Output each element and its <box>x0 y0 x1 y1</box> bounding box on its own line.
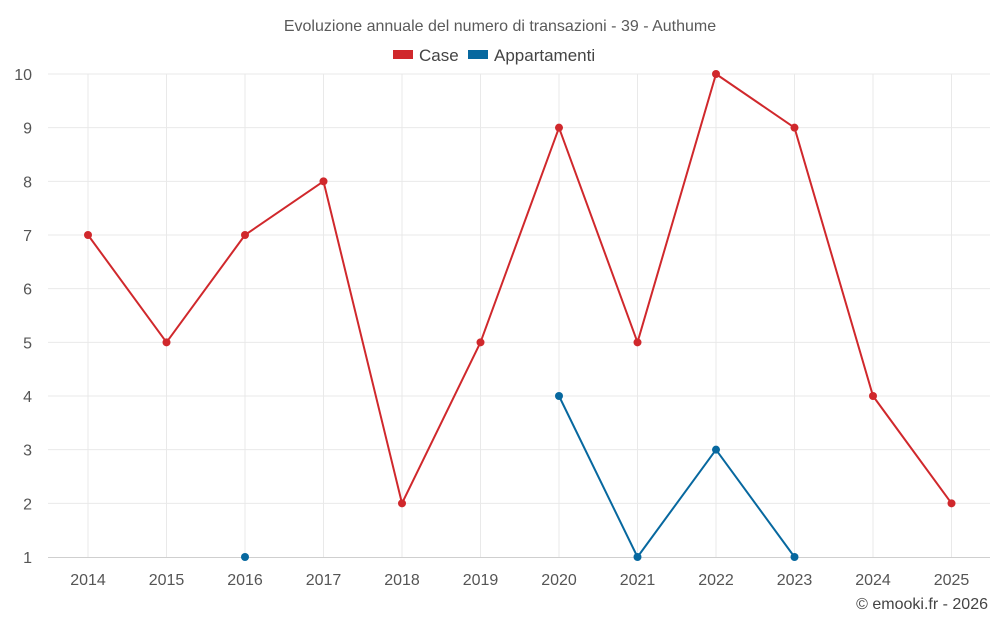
series-appartamenti <box>241 392 799 561</box>
y-tick-label-1: 1 <box>23 550 32 567</box>
y-tick-label-9: 9 <box>23 121 32 138</box>
point-case-2022[interactable] <box>712 70 720 78</box>
chart-title: Evoluzione annuale del numero di transaz… <box>284 18 716 35</box>
series-layer <box>84 70 956 561</box>
series-line-appartamenti-1 <box>558 395 796 558</box>
point-case-2015[interactable] <box>162 338 171 347</box>
x-tick-label-2019: 2019 <box>463 572 499 589</box>
series-case <box>84 70 956 508</box>
x-tick-label-2023: 2023 <box>777 572 813 589</box>
x-tick-label-2017: 2017 <box>306 572 342 589</box>
point-case-2023[interactable] <box>790 123 799 132</box>
point-appartamenti-2016[interactable] <box>241 553 249 561</box>
point-case-2017[interactable] <box>319 177 328 186</box>
x-tick-label-2016: 2016 <box>227 572 263 589</box>
point-case-2020[interactable] <box>555 123 563 132</box>
vertical-gridlines <box>87 74 952 557</box>
y-tick-label-5: 5 <box>23 335 32 352</box>
legend: Case Appartamenti <box>393 46 595 65</box>
point-appartamenti-2021[interactable] <box>633 553 642 561</box>
x-tick-label-2020: 2020 <box>541 572 577 589</box>
point-case-2016[interactable] <box>241 231 249 239</box>
x-tick-label-2021: 2021 <box>620 572 656 589</box>
point-appartamenti-2020[interactable] <box>555 392 563 400</box>
x-axis-tick-labels: 2014 2015 2016 2017 2018 2019 2020 2021 2022 2023… <box>70 572 969 589</box>
legend-label-appartamenti[interactable]: Appartamenti <box>494 46 595 65</box>
point-case-2024[interactable] <box>869 392 877 400</box>
y-tick-label-7: 7 <box>23 228 32 245</box>
y-tick-label-6: 6 <box>23 282 32 299</box>
y-axis-tick-labels: 1 2 3 4 5 6 7 8 9 10 <box>14 67 32 567</box>
point-case-2019[interactable] <box>476 338 485 347</box>
point-case-2025[interactable] <box>947 499 956 508</box>
legend-swatch-appartamenti[interactable] <box>468 50 488 59</box>
point-appartamenti-2023[interactable] <box>790 553 799 561</box>
credit-text: © emooki.fr - 2026 <box>856 596 988 613</box>
x-tick-label-2015: 2015 <box>149 572 185 589</box>
y-tick-label-8: 8 <box>23 174 32 191</box>
series-line-case-0 <box>87 73 953 505</box>
y-tick-label-3: 3 <box>23 443 32 460</box>
point-case-2021[interactable] <box>633 338 642 347</box>
point-appartamenti-2022[interactable] <box>712 445 720 454</box>
x-tick-label-2024: 2024 <box>855 572 891 589</box>
y-tick-label-4: 4 <box>23 389 32 406</box>
y-tick-label-10: 10 <box>14 67 32 84</box>
x-tick-label-2022: 2022 <box>698 572 734 589</box>
horizontal-gridlines <box>48 73 990 504</box>
point-case-2018[interactable] <box>398 499 406 508</box>
legend-swatch-case[interactable] <box>393 50 413 59</box>
x-tick-label-2014: 2014 <box>70 572 106 589</box>
y-tick-label-2: 2 <box>23 496 32 513</box>
legend-label-case[interactable]: Case <box>419 46 459 65</box>
x-tick-label-2018: 2018 <box>384 572 420 589</box>
point-case-2014[interactable] <box>84 231 92 239</box>
x-tick-label-2025: 2025 <box>934 572 970 589</box>
